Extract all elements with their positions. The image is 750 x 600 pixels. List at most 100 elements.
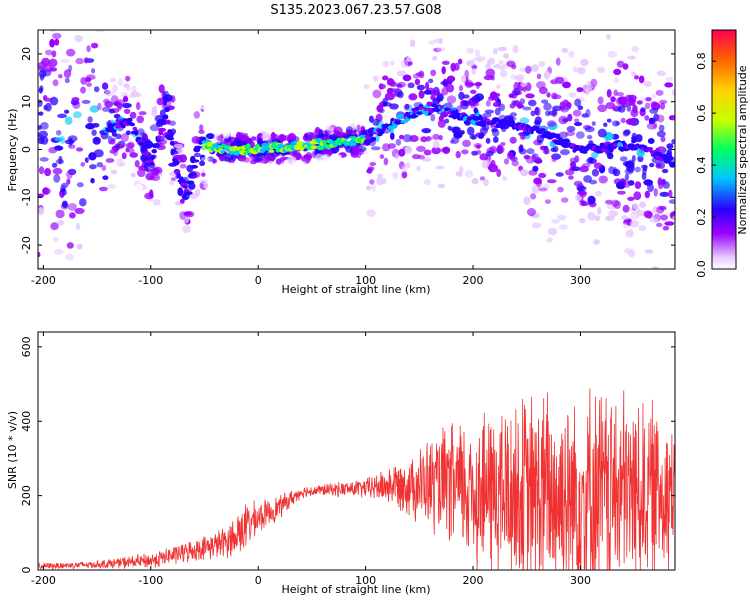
- spectrogram-cell: [462, 94, 470, 99]
- spectrogram-cell: [423, 89, 432, 95]
- spectrogram-cell: [613, 68, 622, 76]
- spectrogram-cell: [90, 42, 99, 49]
- spectrogram-cell: [634, 181, 642, 190]
- spectrogram-cell: [509, 112, 517, 117]
- spectrogram-cell: [275, 158, 282, 165]
- spectrogram-cell: [153, 143, 161, 148]
- spectrogram-cell: [120, 133, 129, 142]
- spectrogram-cell: [669, 115, 674, 120]
- spectrogram-cell: [222, 130, 231, 139]
- spectrogram-cell: [580, 58, 589, 67]
- spectrogram-cell: [121, 165, 132, 172]
- spectrogram-cell: [87, 116, 93, 123]
- spectrogram-cell: [351, 142, 357, 146]
- spectrogram-cell: [543, 70, 551, 80]
- spectrogram-cell: [440, 111, 449, 118]
- spectrogram-cell: [656, 114, 665, 123]
- spectrogram-cell: [51, 162, 58, 168]
- spectrogram-cell: [471, 178, 479, 185]
- spectrogram-cell: [57, 260, 65, 266]
- spectrogram-cell: [89, 105, 100, 113]
- spectrogram-cell: [606, 89, 612, 98]
- spectrogram-cell: [266, 127, 273, 133]
- spectrogram-cell: [382, 75, 389, 81]
- colorbar-label: Normalized spectral amplitude: [736, 65, 749, 234]
- spectrogram-cell: [586, 84, 594, 90]
- spectrogram-cell: [245, 143, 251, 149]
- spectrogram-cell: [655, 163, 662, 169]
- spectrogram-cell: [446, 95, 457, 104]
- spectrogram-cell: [213, 162, 222, 169]
- spectrogram-cell: [474, 49, 481, 57]
- spectrogram-cell: [597, 206, 602, 216]
- spectrogram-cell: [443, 50, 453, 60]
- spectrogram-cell: [144, 192, 154, 200]
- spectrogram-cell: [603, 122, 608, 128]
- snr-panel: -200 -100 0 100 200 300 0 200 400 600 Height of s…: [6, 331, 676, 596]
- colorbar-tick-label: 0.2: [695, 208, 708, 226]
- spectrogram-cell: [396, 114, 405, 119]
- spectrogram-cell: [62, 19, 69, 23]
- spectrogram-cell: [224, 154, 234, 162]
- spectrogram-cell: [167, 129, 172, 134]
- spectrogram-cell: [158, 84, 165, 94]
- spectrogram-cell: [458, 58, 463, 65]
- spectrogram-cell: [470, 89, 477, 95]
- spectrogram-cell: [587, 211, 596, 221]
- spectrogram-cell: [38, 61, 46, 71]
- spectrogram-cell: [371, 183, 376, 193]
- spectrogram-cell: [223, 123, 234, 129]
- spectrogram-cell: [635, 134, 643, 143]
- spectrogram-cell: [519, 81, 528, 87]
- spectrogram-cell: [75, 147, 84, 152]
- spectrogram-cell: [275, 148, 281, 153]
- spectrogram-cell: [369, 179, 375, 185]
- spectrogram-cell: [418, 90, 425, 99]
- spectrogram-cell: [48, 30, 57, 32]
- spectrogram-cell: [161, 119, 168, 125]
- spectrogram-cell: [66, 48, 76, 57]
- spectrogram-cell: [69, 16, 74, 24]
- spectrogram-cell: [496, 84, 501, 89]
- spectrogram-cell: [189, 172, 197, 176]
- spectrogram-cell: [396, 70, 406, 77]
- spectrogram-cell: [182, 225, 191, 234]
- spectrogram-cell: [493, 64, 502, 69]
- spectrogram-cell: [169, 140, 175, 146]
- spectrogram-cell: [136, 136, 142, 141]
- spectrogram-cell: [441, 60, 450, 65]
- spectrogram-cell: [133, 129, 139, 136]
- spectrogram-cell: [329, 118, 340, 123]
- spectrogram-cell: [52, 32, 62, 40]
- spectrogram-cell: [525, 16, 529, 21]
- spectrogram-cell: [144, 162, 150, 172]
- spectrogram-cell: [93, 86, 100, 93]
- spectrogram-cell: [200, 105, 210, 110]
- spectrogram-cell: [372, 118, 380, 126]
- spectrogram-cell: [504, 181, 511, 190]
- spectrogram-cell: [551, 134, 556, 138]
- spectrogram-cell: [643, 80, 652, 88]
- spectrogram-cell: [103, 83, 108, 89]
- spectrogram-cell: [498, 60, 504, 65]
- spectrogram-cell: [416, 145, 426, 152]
- spectrogram-cell: [476, 96, 481, 102]
- spectrogram-cell: [284, 169, 294, 176]
- spectrogram-cell: [273, 119, 282, 128]
- spectrogram-cell: [373, 75, 379, 82]
- spectrogram-cell: [606, 118, 612, 123]
- spectrogram-cell: [515, 74, 525, 82]
- spectrogram-cell: [615, 96, 626, 106]
- spectrogram-cell: [464, 69, 470, 79]
- spectrogram-cell: [398, 134, 405, 140]
- spectrogram-cell: [602, 267, 607, 269]
- spectrogram-cell: [109, 139, 116, 145]
- spectrogram-cell: [525, 65, 532, 74]
- spectrogram-cell: [390, 132, 395, 140]
- spectrogram-cell: [93, 0, 100, 3]
- spectrogram-cell: [449, 139, 455, 144]
- spectrogram-cell: [66, 242, 74, 249]
